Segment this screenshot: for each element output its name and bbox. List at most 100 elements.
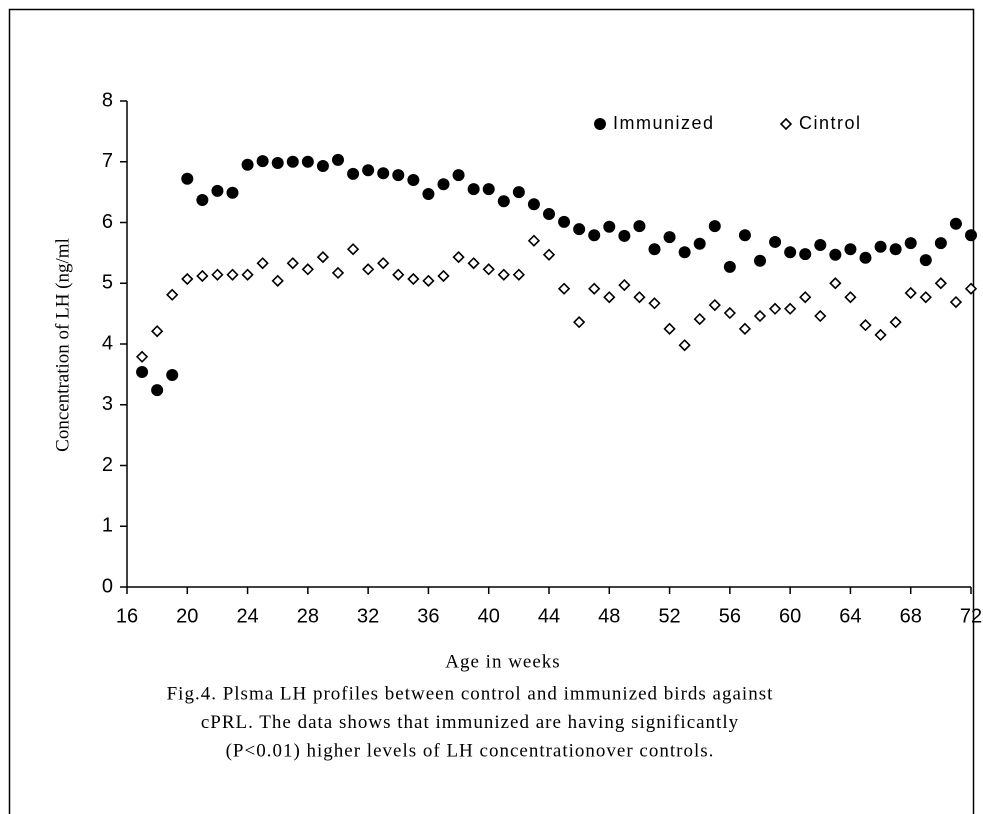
x-tick-label: 48 <box>598 605 620 627</box>
point <box>452 250 465 264</box>
legend-marker <box>594 118 606 130</box>
point <box>949 217 962 230</box>
point <box>723 306 736 320</box>
y-tick-label: 2 <box>102 454 113 476</box>
point <box>558 215 571 228</box>
point <box>135 350 149 363</box>
y-tick-label: 6 <box>102 211 113 233</box>
point <box>181 272 194 286</box>
point <box>482 263 495 276</box>
point <box>723 260 736 273</box>
point <box>151 325 164 338</box>
point <box>362 164 375 177</box>
point <box>708 298 721 312</box>
point <box>151 384 164 397</box>
point <box>965 229 977 242</box>
point <box>377 167 390 180</box>
y-tick-label: 3 <box>102 393 113 415</box>
point <box>844 291 857 304</box>
point <box>301 155 314 168</box>
point <box>618 229 631 242</box>
point <box>286 155 299 168</box>
x-tick-label: 20 <box>176 605 198 627</box>
point <box>226 268 239 281</box>
point <box>769 235 782 248</box>
point <box>407 173 420 186</box>
point <box>527 234 541 247</box>
point <box>392 268 405 281</box>
x-tick-label: 32 <box>357 605 379 627</box>
point <box>256 257 269 270</box>
point <box>543 207 555 220</box>
y-tick-label: 1 <box>102 515 113 537</box>
point <box>467 257 480 270</box>
point <box>271 156 284 169</box>
point <box>678 246 691 259</box>
point <box>241 158 254 171</box>
y-tick-label: 5 <box>102 272 113 294</box>
point <box>753 309 767 323</box>
point <box>482 183 495 196</box>
point <box>784 246 797 259</box>
point <box>301 263 314 276</box>
point <box>362 263 375 276</box>
point <box>859 251 872 264</box>
point <box>633 291 646 304</box>
point <box>799 291 812 304</box>
point <box>738 322 752 335</box>
point <box>332 153 344 166</box>
point <box>889 315 902 329</box>
point <box>512 186 525 199</box>
point <box>347 167 360 180</box>
point <box>829 277 842 290</box>
x-tick-label: 40 <box>478 605 500 627</box>
point <box>497 195 510 208</box>
point <box>768 302 782 315</box>
point <box>648 243 661 256</box>
point <box>829 248 842 261</box>
point <box>844 243 857 256</box>
x-tick-label: 64 <box>839 605 861 627</box>
legend-label: Cintrol <box>799 113 862 133</box>
point <box>904 286 917 300</box>
y-tick-label: 4 <box>102 332 113 354</box>
point <box>211 268 224 281</box>
x-tick-label: 36 <box>417 605 439 627</box>
y-axis-title: Concentration of LH (ng/ml <box>52 238 73 452</box>
point <box>934 277 947 290</box>
x-tick-label: 60 <box>779 605 801 627</box>
point <box>166 288 179 301</box>
y-tick-label: 8 <box>102 89 113 111</box>
point <box>949 295 963 309</box>
x-tick-label: 44 <box>538 605 560 627</box>
point <box>919 254 932 267</box>
point <box>256 155 269 168</box>
point <box>527 198 540 211</box>
point <box>181 172 194 185</box>
point <box>331 266 345 280</box>
x-tick-label: 72 <box>960 605 982 627</box>
point <box>603 291 616 304</box>
point <box>663 231 676 244</box>
point <box>663 322 676 335</box>
point <box>286 257 299 270</box>
point <box>422 187 435 200</box>
point <box>874 240 887 253</box>
point <box>467 183 480 196</box>
y-tick-label: 7 <box>102 150 113 172</box>
point <box>542 248 556 261</box>
point <box>754 254 766 267</box>
point <box>693 312 706 326</box>
point <box>859 319 872 332</box>
point <box>708 220 721 233</box>
point <box>497 268 510 281</box>
x-tick-label: 52 <box>658 605 680 627</box>
legend-marker <box>779 117 793 131</box>
point <box>166 368 179 381</box>
x-tick-label: 24 <box>236 605 258 627</box>
point <box>407 272 420 286</box>
point <box>573 223 586 236</box>
x-tick-label: 68 <box>900 605 922 627</box>
x-tick-label: 28 <box>297 605 319 627</box>
point <box>678 339 691 352</box>
